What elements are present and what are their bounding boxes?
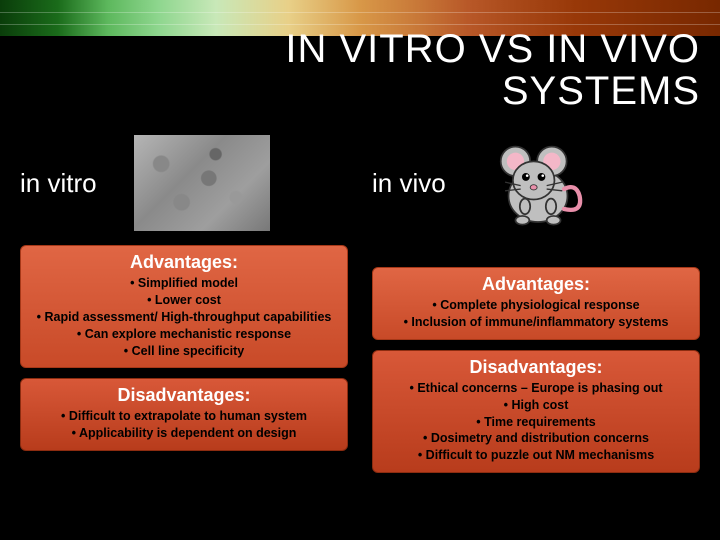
slide-title: IN VITRO VS IN VIVO SYSTEMS	[260, 28, 700, 112]
list-item: Cell line specificity	[29, 343, 339, 360]
in-vitro-dis-title: Disadvantages:	[29, 385, 339, 406]
title-line-2: SYSTEMS	[260, 70, 700, 112]
list-item: High cost	[381, 397, 691, 414]
list-item: Difficult to extrapolate to human system	[29, 408, 339, 425]
in-vivo-advantages-box: Advantages: Complete physiological respo…	[372, 267, 700, 340]
in-vitro-dis-list: Difficult to extrapolate to human system…	[29, 408, 339, 442]
col-header-right: in vivo	[372, 135, 700, 231]
list-item: Inclusion of immune/inflammatory systems	[381, 314, 691, 331]
in-vitro-disadvantages-box: Disadvantages: Difficult to extrapolate …	[20, 378, 348, 451]
title-line-1: IN VITRO VS IN VIVO	[260, 28, 700, 70]
in-vivo-adv-list: Complete physiological response Inclusio…	[381, 297, 691, 331]
list-item: Dosimetry and distribution concerns	[381, 430, 691, 447]
list-item: Difficult to puzzle out NM mechanisms	[381, 447, 691, 464]
list-item: Applicability is dependent on design	[29, 425, 339, 442]
label-in-vivo: in vivo	[372, 168, 472, 199]
microscopy-cells-image	[134, 135, 270, 231]
list-item: Simplified model	[29, 275, 339, 292]
in-vivo-disadvantages-box: Disadvantages: Ethical concerns – Europe…	[372, 350, 700, 473]
list-item: Time requirements	[381, 414, 691, 431]
in-vivo-adv-title: Advantages:	[381, 274, 691, 295]
in-vitro-adv-title: Advantages:	[29, 252, 339, 273]
columns-container: in vitro Advantages: Simplified model Lo…	[20, 135, 700, 530]
col-in-vitro: in vitro Advantages: Simplified model Lo…	[20, 135, 348, 530]
list-item: Ethical concerns – Europe is phasing out	[381, 380, 691, 397]
in-vitro-adv-list: Simplified model Lower cost Rapid assess…	[29, 275, 339, 359]
list-item: Complete physiological response	[381, 297, 691, 314]
list-item: Can explore mechanistic response	[29, 326, 339, 343]
in-vivo-dis-title: Disadvantages:	[381, 357, 691, 378]
mouse-cartoon-icon	[486, 135, 590, 231]
list-item: Rapid assessment/ High-throughput capabi…	[29, 309, 339, 326]
in-vivo-dis-list: Ethical concerns – Europe is phasing out…	[381, 380, 691, 464]
col-header-left: in vitro	[20, 135, 348, 231]
list-item: Lower cost	[29, 292, 339, 309]
label-in-vitro: in vitro	[20, 168, 120, 199]
in-vitro-advantages-box: Advantages: Simplified model Lower cost …	[20, 245, 348, 368]
col-in-vivo: in vivo	[372, 135, 700, 530]
